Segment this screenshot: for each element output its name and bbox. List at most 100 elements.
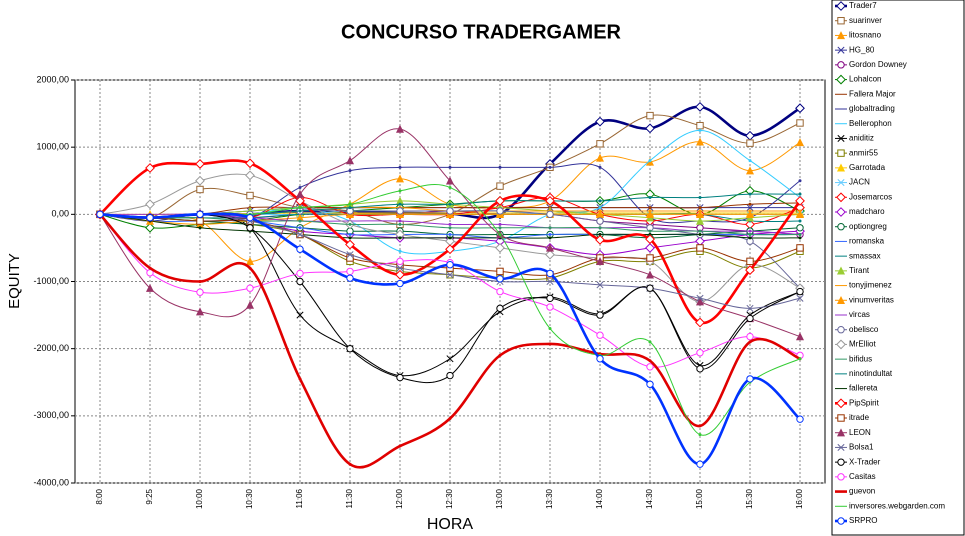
data-point — [246, 224, 254, 232]
legend-marker — [836, 1, 846, 11]
legend-marker — [837, 149, 845, 157]
chart-title: CONCURSO TRADERGAMER — [341, 21, 622, 43]
data-point — [748, 232, 752, 236]
data-point — [648, 359, 652, 363]
data-point — [396, 207, 404, 215]
legend-label: anmir55 — [849, 148, 878, 157]
data-point — [248, 266, 252, 270]
x-tick-label: 14:00 — [595, 488, 604, 509]
data-point — [695, 216, 705, 225]
data-point — [446, 271, 454, 279]
data-point — [348, 202, 352, 206]
data-point — [795, 195, 805, 206]
data-point — [696, 294, 704, 302]
y-tick-label: -3000,00 — [33, 410, 69, 420]
data-point — [396, 373, 404, 382]
data-point — [695, 317, 705, 328]
data-point — [746, 332, 754, 341]
data-point — [598, 206, 602, 210]
data-point — [245, 300, 255, 309]
data-point — [595, 153, 605, 162]
data-point — [548, 226, 552, 230]
legend-marker — [836, 266, 846, 275]
data-point — [396, 279, 404, 288]
data-point — [745, 210, 755, 219]
data-point — [645, 210, 655, 219]
data-point — [596, 355, 604, 363]
data-point — [296, 277, 304, 286]
data-point — [598, 226, 602, 230]
data-point — [198, 280, 202, 283]
data-point — [145, 163, 155, 173]
data-point — [698, 424, 702, 428]
legend-label: Lohalcon — [849, 75, 881, 84]
data-point — [698, 232, 702, 236]
data-point — [398, 189, 402, 193]
data-point — [496, 267, 504, 276]
data-point — [746, 139, 754, 147]
data-point — [648, 229, 652, 233]
y-tick-label: -4000,00 — [33, 477, 69, 487]
data-point — [495, 243, 505, 253]
data-point — [448, 226, 452, 230]
data-point — [446, 261, 454, 269]
data-point — [348, 236, 352, 240]
data-point — [746, 204, 754, 212]
data-point — [646, 363, 654, 371]
legend-label: SRPRO — [849, 516, 877, 525]
data-point — [748, 159, 752, 163]
x-tick-label: 8:00 — [95, 488, 104, 504]
series — [95, 158, 805, 328]
data-point — [446, 355, 454, 363]
data-point — [498, 226, 502, 230]
legend-label: Gordon Downey — [849, 60, 907, 69]
data-point — [748, 229, 752, 233]
x-tick-label: 12:00 — [395, 488, 404, 509]
data-point — [448, 232, 452, 236]
legend-label: Fallera Major — [849, 89, 896, 98]
data-point — [795, 210, 805, 219]
series — [96, 210, 804, 468]
data-point — [796, 224, 804, 232]
legend-marker — [837, 443, 845, 451]
legend-label: LEON — [849, 428, 871, 437]
data-point — [348, 169, 352, 173]
data-point — [245, 257, 255, 266]
data-point — [698, 433, 702, 437]
legend-label: Casitas — [849, 472, 876, 481]
data-point — [746, 375, 754, 383]
data-point — [795, 138, 805, 147]
data-point — [798, 219, 802, 223]
series — [95, 124, 805, 341]
legend-label: madcharo — [849, 207, 885, 216]
data-point — [145, 222, 155, 233]
legend-marker — [837, 458, 845, 466]
data-point — [196, 210, 204, 219]
x-tick-label: 13:00 — [495, 488, 504, 509]
data-point — [746, 304, 754, 312]
data-point — [796, 415, 804, 423]
data-point — [298, 185, 302, 189]
data-point — [298, 219, 302, 223]
legend-label: vinumveritas — [849, 295, 894, 304]
data-point — [696, 244, 704, 252]
data-point — [345, 239, 355, 250]
data-point — [195, 159, 205, 169]
data-point — [545, 243, 555, 252]
x-tick-label: 15:30 — [745, 488, 754, 509]
data-point — [398, 202, 402, 206]
data-point — [596, 217, 604, 225]
legend-marker — [837, 223, 845, 231]
data-point — [798, 192, 802, 196]
data-point — [595, 257, 605, 266]
data-point — [448, 236, 452, 240]
legend-label: aniditiz — [849, 134, 874, 143]
data-point — [696, 460, 704, 468]
legend-label: obelisco — [849, 325, 879, 334]
data-point — [748, 340, 752, 344]
data-point — [748, 202, 752, 206]
data-point — [395, 269, 405, 280]
legend-marker — [837, 61, 845, 69]
data-point — [698, 128, 702, 132]
legend-marker — [837, 414, 845, 422]
